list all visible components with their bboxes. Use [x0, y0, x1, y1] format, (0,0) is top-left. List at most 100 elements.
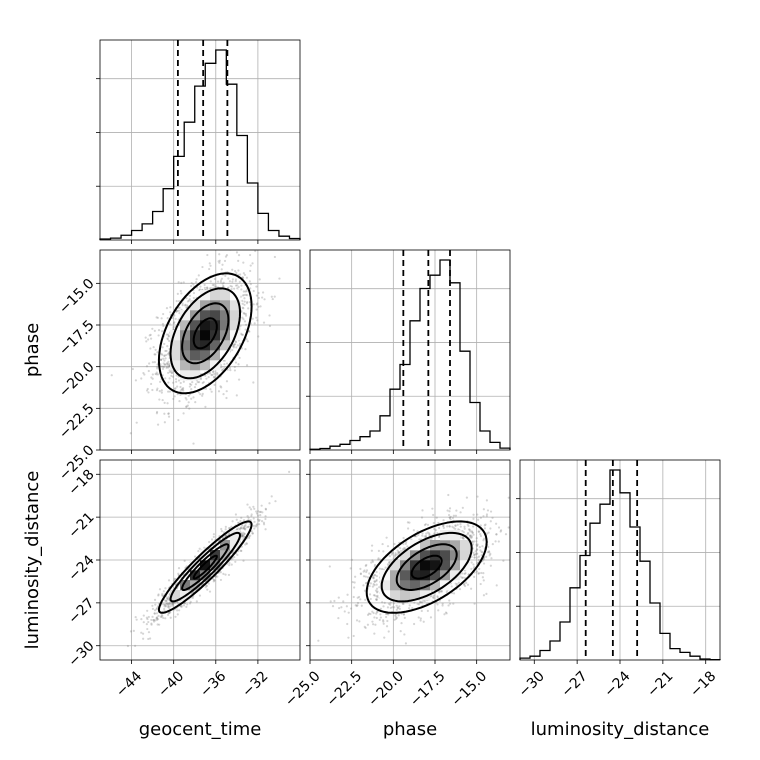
scatter-point — [190, 383, 193, 386]
scatter-point — [166, 596, 169, 599]
scatter-point — [243, 312, 246, 315]
scatter-point — [268, 324, 272, 328]
density-cell — [170, 350, 181, 361]
scatter-point — [190, 397, 193, 400]
scatter-point — [164, 617, 167, 620]
scatter-point — [248, 506, 251, 509]
scatter-point — [162, 616, 165, 620]
scatter-point — [244, 528, 247, 531]
scatter-point — [239, 549, 242, 552]
density-cell — [210, 300, 221, 311]
scatter-point — [213, 372, 216, 376]
density-cell — [420, 560, 431, 571]
scatter-point — [404, 642, 408, 645]
scatter-point — [195, 600, 198, 603]
scatter-point — [480, 550, 483, 554]
scatter-point — [370, 561, 373, 564]
scatter-point — [220, 527, 223, 531]
scatter-point — [160, 358, 163, 361]
scatter-point — [402, 602, 405, 606]
scatter-point — [375, 591, 379, 594]
scatter-point — [437, 609, 440, 612]
scatter-point — [245, 364, 249, 367]
scatter-point — [253, 520, 256, 523]
scatter-point — [426, 523, 430, 526]
scatter-point — [364, 626, 367, 629]
density-cell — [230, 310, 241, 321]
scatter-point — [418, 600, 422, 604]
scatter-point — [167, 352, 170, 356]
scatter-point — [471, 542, 475, 546]
scatter-point — [244, 348, 247, 351]
scatter-point — [209, 280, 212, 283]
scatter-point — [392, 602, 395, 605]
scatter-point — [393, 542, 396, 546]
scatter-point — [234, 341, 238, 344]
scatter-point — [164, 587, 167, 590]
scatter-point — [489, 552, 492, 556]
scatter-point — [246, 503, 249, 506]
scatter-point — [210, 390, 213, 393]
scatter-point — [396, 553, 399, 556]
scatter-point — [463, 583, 466, 586]
scatter-point — [184, 304, 187, 307]
scatter-point — [211, 373, 214, 376]
contour-line — [181, 302, 230, 365]
scatter-point — [150, 376, 153, 379]
scatter-point — [478, 546, 481, 549]
scatter-point — [264, 507, 267, 510]
scatter-point — [168, 611, 171, 614]
scatter-point — [166, 345, 169, 348]
scatter-point — [219, 385, 222, 388]
scatter-point — [255, 510, 258, 513]
scatter-point — [358, 620, 361, 623]
scatter-point — [386, 606, 390, 609]
scatter-point — [245, 290, 248, 293]
scatter-point — [452, 526, 455, 529]
y-tick-label: −27 — [65, 595, 97, 627]
scatter-point — [224, 534, 227, 538]
scatter-point — [163, 354, 166, 357]
scatter-point — [234, 340, 237, 343]
scatter-point — [495, 533, 498, 536]
y-axis-label-phase: phase — [22, 323, 43, 377]
scatter-point — [421, 534, 424, 537]
scatter-point — [243, 525, 246, 529]
scatter-point — [382, 605, 385, 608]
scatter-point — [242, 535, 245, 538]
scatter-point — [385, 536, 388, 539]
scatter-point — [353, 581, 356, 584]
scatter-point — [151, 361, 154, 364]
scatter-point — [448, 516, 451, 519]
scatter-point — [430, 537, 433, 540]
scatter-point — [242, 527, 246, 530]
scatter-point — [370, 549, 373, 552]
scatter-point — [372, 576, 375, 579]
scatter-point — [448, 599, 451, 602]
scatter-point — [151, 604, 154, 607]
scatter-point — [262, 523, 266, 526]
scatter-point — [446, 509, 449, 512]
scatter-point — [163, 359, 166, 362]
scatter-point — [472, 540, 476, 543]
scatter-point — [244, 328, 247, 331]
scatter-point — [350, 558, 353, 561]
scatter-point — [164, 377, 167, 380]
scatter-point — [241, 534, 245, 537]
scatter-point — [452, 514, 455, 517]
scatter-point — [238, 342, 242, 345]
scatter-point — [192, 442, 195, 445]
scatter-point — [436, 531, 439, 535]
scatter-point — [317, 639, 320, 642]
scatter-point — [404, 547, 407, 550]
scatter-point — [156, 617, 159, 621]
scatter-point — [172, 328, 175, 331]
scatter-point — [233, 365, 236, 369]
scatter-point — [173, 601, 176, 605]
scatter-point — [524, 518, 526, 520]
scatter-point — [249, 287, 252, 290]
scatter-point — [370, 544, 374, 547]
scatter-point — [185, 398, 188, 401]
scatter-point — [239, 273, 242, 276]
scatter-point — [160, 330, 164, 333]
